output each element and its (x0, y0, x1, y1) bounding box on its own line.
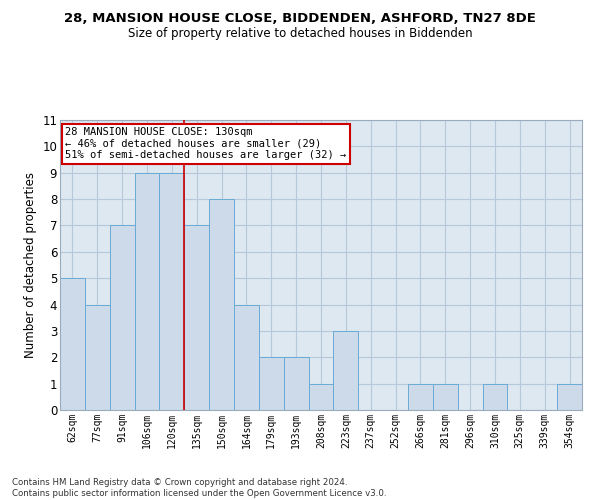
Bar (134, 172, 160, 410)
Bar (209, 199, 234, 410)
Bar (85, 304, 110, 410)
Bar (259, 358, 284, 410)
Bar (234, 304, 259, 410)
Bar (433, 384, 458, 410)
Text: Size of property relative to detached houses in Biddenden: Size of property relative to detached ho… (128, 28, 472, 40)
Text: Contains HM Land Registry data © Crown copyright and database right 2024.
Contai: Contains HM Land Registry data © Crown c… (12, 478, 386, 498)
Bar (160, 172, 184, 410)
Bar (308, 384, 334, 410)
Text: 28, MANSION HOUSE CLOSE, BIDDENDEN, ASHFORD, TN27 8DE: 28, MANSION HOUSE CLOSE, BIDDENDEN, ASHF… (64, 12, 536, 26)
Bar (60, 278, 85, 410)
Bar (334, 331, 358, 410)
Bar (184, 226, 209, 410)
Y-axis label: Number of detached properties: Number of detached properties (23, 172, 37, 358)
Bar (110, 226, 134, 410)
Bar (284, 358, 308, 410)
Text: 28 MANSION HOUSE CLOSE: 130sqm
← 46% of detached houses are smaller (29)
51% of : 28 MANSION HOUSE CLOSE: 130sqm ← 46% of … (65, 127, 346, 160)
Bar (557, 384, 582, 410)
Bar (408, 384, 433, 410)
Bar (482, 384, 508, 410)
